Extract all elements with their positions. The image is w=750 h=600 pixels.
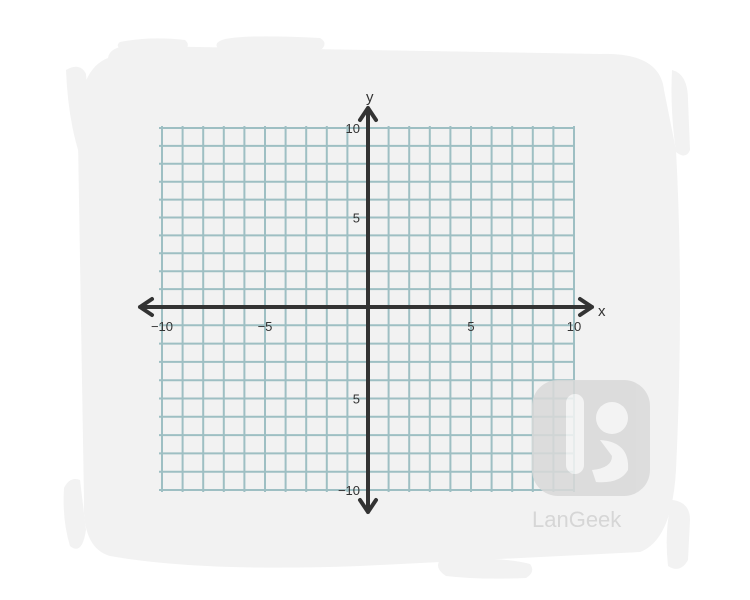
y-tick-label: 5	[353, 392, 360, 407]
tick-labels: −10 −5 5 10 10 5 5 −10	[151, 121, 581, 498]
axes	[138, 106, 594, 514]
background-stroke-left	[66, 66, 92, 158]
langeek-logo-icon	[532, 380, 650, 496]
x-axis-label: x	[598, 303, 606, 320]
background-stroke-topleft	[117, 38, 188, 53]
x-tick-label: −10	[151, 319, 173, 334]
y-axis-label: y	[366, 89, 374, 106]
background-stroke-bottom	[438, 558, 533, 579]
y-tick-label: −10	[338, 483, 360, 498]
x-tick-label: 5	[467, 319, 474, 334]
x-tick-label: −5	[258, 319, 273, 334]
background-stroke-right	[671, 70, 690, 156]
watermark-brand: LanGeek	[532, 507, 622, 532]
y-tick-label: 10	[346, 121, 360, 136]
background-stroke-top	[216, 36, 325, 53]
watermark: LanGeek	[532, 380, 650, 532]
y-tick-label: 5	[353, 211, 360, 226]
y-axis	[358, 106, 378, 514]
x-tick-label: 10	[567, 319, 581, 334]
background-stroke-bottomright	[666, 500, 690, 569]
background-stroke-bottomleft	[63, 479, 86, 549]
